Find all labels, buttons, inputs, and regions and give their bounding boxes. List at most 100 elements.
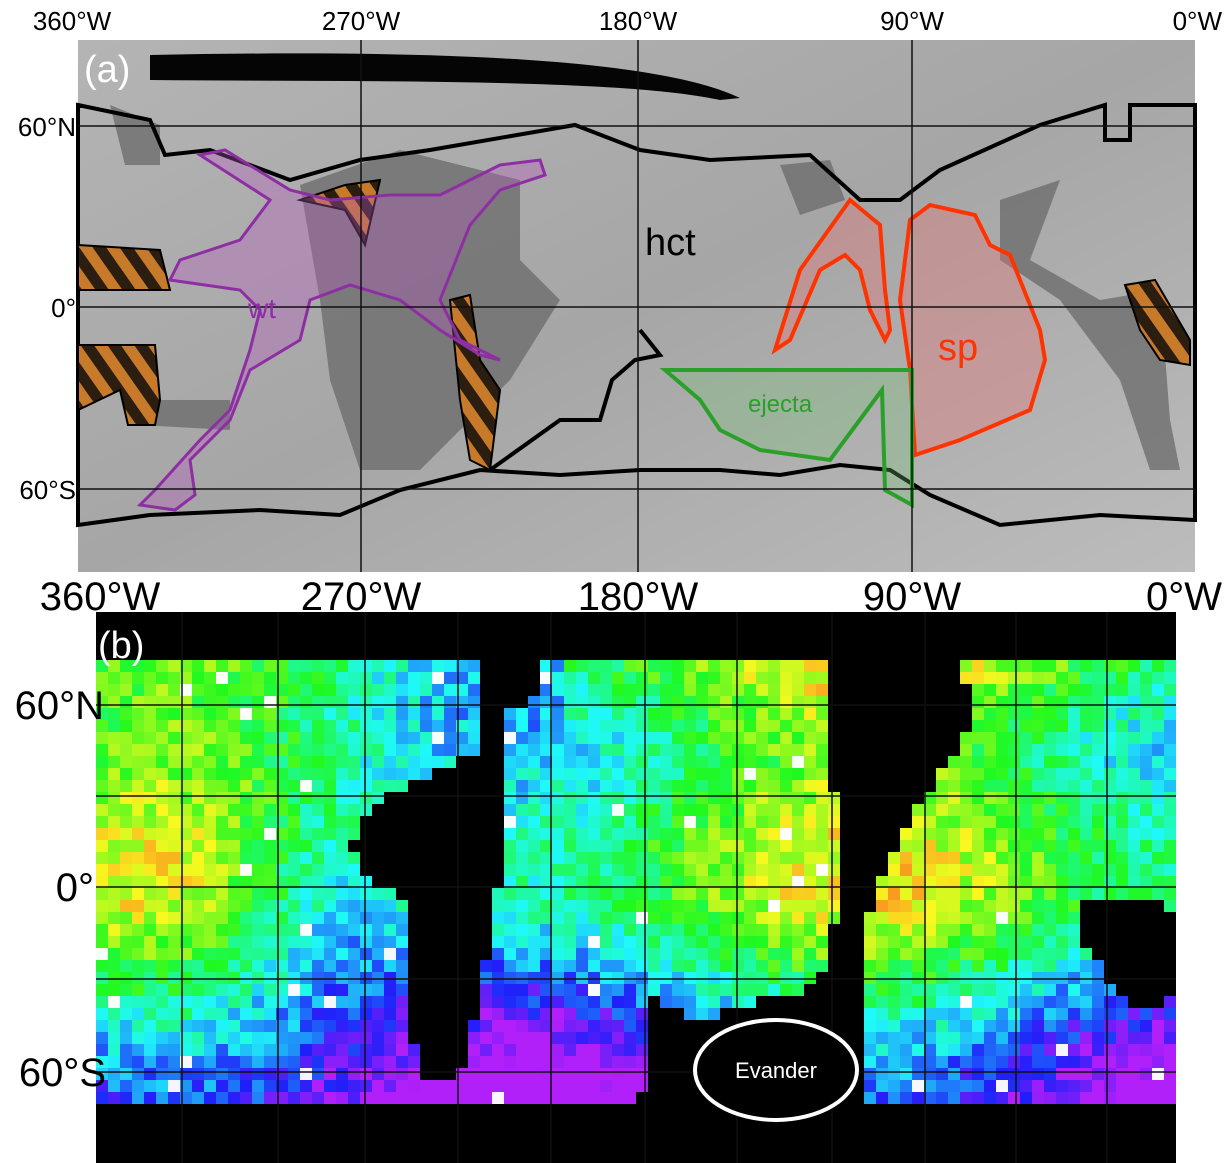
heat-cell xyxy=(600,924,612,936)
heat-cell xyxy=(288,972,300,984)
heat-cell xyxy=(1056,672,1068,684)
heat-cell xyxy=(588,1044,600,1056)
heat-cell xyxy=(300,924,312,936)
heat-cell xyxy=(300,660,312,672)
heat-cell xyxy=(1068,804,1080,816)
heat-cell xyxy=(612,888,624,900)
heat-cell xyxy=(348,660,360,672)
heat-cell xyxy=(348,936,360,948)
heat-cell xyxy=(972,888,984,900)
heat-cell xyxy=(948,948,960,960)
heat-cell xyxy=(744,888,756,900)
heat-cell xyxy=(1116,828,1128,840)
heat-cell xyxy=(1092,660,1104,672)
heat-cell xyxy=(804,936,816,948)
heat-cell xyxy=(228,1020,240,1032)
heat-cell xyxy=(576,996,588,1008)
heat-cell xyxy=(396,1092,408,1104)
heat-cell xyxy=(936,1056,948,1068)
heat-cell xyxy=(1140,828,1152,840)
heat-cell xyxy=(1068,984,1080,996)
heat-cell xyxy=(1140,864,1152,876)
heat-cell xyxy=(168,792,180,804)
heat-cell xyxy=(1140,696,1152,708)
heat-cell xyxy=(204,660,216,672)
heat-cell xyxy=(612,960,624,972)
heat-cell xyxy=(492,1020,504,1032)
heat-cell xyxy=(612,1068,624,1080)
heat-cell xyxy=(156,720,168,732)
heat-cell xyxy=(816,708,828,720)
heat-cell xyxy=(912,912,924,924)
heat-cell xyxy=(288,732,300,744)
heat-cell xyxy=(408,744,420,756)
heat-cell xyxy=(1032,1056,1044,1068)
heat-cell xyxy=(624,1056,636,1068)
crater-label: Evander xyxy=(735,1058,817,1083)
heat-cell xyxy=(996,768,1008,780)
heat-cell xyxy=(720,864,732,876)
heat-cell xyxy=(252,804,264,816)
heat-cell xyxy=(108,672,120,684)
heat-cell xyxy=(336,756,348,768)
heat-cell xyxy=(264,852,276,864)
heat-cell xyxy=(924,912,936,924)
heat-cell xyxy=(300,1068,312,1080)
heat-cell xyxy=(528,708,540,720)
heat-cell xyxy=(108,924,120,936)
heat-cell xyxy=(324,768,336,780)
panel-a: (a) hct wt sp ejecta xyxy=(78,40,1195,572)
heat-cell xyxy=(1152,768,1164,780)
heat-cell xyxy=(552,1008,564,1020)
heat-cell xyxy=(1044,684,1056,696)
heat-cell xyxy=(864,1080,876,1092)
heat-cell xyxy=(1116,1092,1128,1104)
heat-cell xyxy=(1092,864,1104,876)
heat-cell xyxy=(756,696,768,708)
heat-cell xyxy=(876,1092,888,1104)
heat-cell xyxy=(204,888,216,900)
heat-cell xyxy=(156,816,168,828)
heat-cell xyxy=(540,948,552,960)
heat-cell xyxy=(144,984,156,996)
heat-cell xyxy=(312,672,324,684)
heat-cell xyxy=(984,1044,996,1056)
heat-cell xyxy=(744,804,756,816)
heat-cell xyxy=(948,816,960,828)
heat-cell xyxy=(1056,660,1068,672)
heat-cell xyxy=(504,744,516,756)
heat-cell xyxy=(600,912,612,924)
heat-cell xyxy=(972,864,984,876)
heat-cell xyxy=(120,1092,132,1104)
heat-cell xyxy=(1128,804,1140,816)
heat-cell xyxy=(420,732,432,744)
heat-cell xyxy=(564,1032,576,1044)
heat-cell xyxy=(168,972,180,984)
heat-cell xyxy=(672,684,684,696)
heat-cell xyxy=(564,888,576,900)
heat-cell xyxy=(228,780,240,792)
heat-cell xyxy=(324,828,336,840)
heat-cell xyxy=(528,1008,540,1020)
heat-cell xyxy=(756,936,768,948)
heat-cell xyxy=(996,888,1008,900)
heat-cell xyxy=(408,696,420,708)
heat-cell xyxy=(1032,852,1044,864)
heat-cell xyxy=(912,924,924,936)
heat-cell xyxy=(612,852,624,864)
heat-cell xyxy=(1044,840,1056,852)
heat-cell xyxy=(120,936,132,948)
heat-cell xyxy=(396,1080,408,1092)
heat-cell xyxy=(1080,864,1092,876)
heat-cell xyxy=(132,744,144,756)
heat-cell xyxy=(564,660,576,672)
heat-cell xyxy=(516,720,528,732)
heat-cell xyxy=(996,840,1008,852)
heat-cell xyxy=(768,984,780,996)
heat-cell xyxy=(672,828,684,840)
heat-cell xyxy=(228,948,240,960)
heat-cell xyxy=(816,924,828,936)
heat-cell xyxy=(1140,1092,1152,1104)
heat-cell xyxy=(1092,876,1104,888)
heat-cell xyxy=(1104,672,1116,684)
